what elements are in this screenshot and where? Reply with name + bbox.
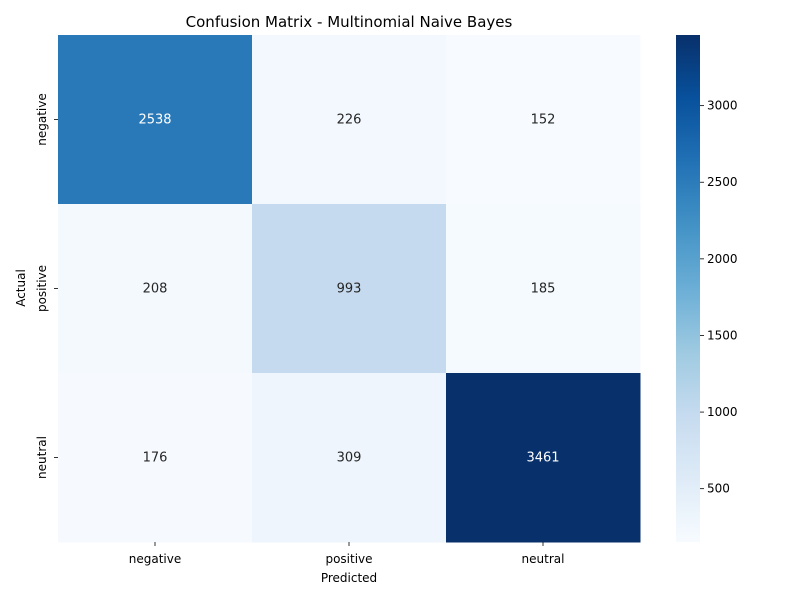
cell-value-r2-c0: 176 — [143, 451, 168, 466]
colorbar-tick-label-3: 2000 — [707, 252, 738, 266]
heatmap-cell-r0-c0 — [58, 35, 253, 205]
x-tick-label-2: neutral — [522, 552, 565, 566]
x-tick-label-1: positive — [325, 552, 372, 566]
chart-title: Confusion Matrix - Multinomial Naive Bay… — [186, 13, 513, 31]
cell-value-r1-c2: 185 — [531, 282, 556, 297]
colorbar-tick-label-1: 1000 — [707, 405, 738, 419]
colorbar-tick-label-2: 1500 — [707, 328, 738, 342]
x-axis-ticks: negative positive neutral — [129, 542, 565, 566]
cell-value-r2-c2: 3461 — [526, 451, 559, 466]
heatmap-cell-r0-c2 — [446, 35, 641, 205]
y-tick-label-1: positive — [35, 265, 49, 312]
cell-value-r2-c1: 309 — [337, 451, 362, 466]
y-axis-label: Actual — [14, 269, 28, 307]
heatmap-cell-r2-c2 — [446, 373, 641, 543]
heatmap-cell-r1-c1 — [252, 204, 447, 374]
heatmap-cell-r2-c1 — [252, 373, 447, 543]
cell-value-r1-c1: 993 — [337, 282, 362, 297]
cell-value-r0-c2: 152 — [531, 113, 556, 128]
colorbar-tick-label-5: 3000 — [707, 99, 738, 113]
heatmap-cell-r0-c1 — [252, 35, 447, 205]
x-tick-label-0: negative — [129, 552, 181, 566]
heatmap-cell-r1-c2 — [446, 204, 641, 374]
y-tick-label-2: neutral — [35, 436, 49, 479]
y-axis-ticks: negative positive neutral — [35, 93, 58, 479]
heatmap-cell-r2-c0 — [58, 373, 253, 543]
colorbar: 500 1000 1500 2000 2500 3000 — [676, 35, 738, 542]
y-tick-label-0: negative — [35, 93, 49, 145]
heatmap-cells: 2538 226 152 208 993 185 176 309 3461 — [58, 35, 641, 543]
cell-value-r1-c0: 208 — [143, 282, 168, 297]
colorbar-gradient — [676, 35, 700, 542]
x-axis-label: Predicted — [321, 571, 377, 585]
colorbar-tick-label-4: 2500 — [707, 175, 738, 189]
cell-value-r0-c1: 226 — [337, 113, 362, 128]
colorbar-tick-label-0: 500 — [707, 482, 730, 496]
cell-value-r0-c0: 2538 — [138, 113, 171, 128]
heatmap-cell-r1-c0 — [58, 204, 253, 374]
